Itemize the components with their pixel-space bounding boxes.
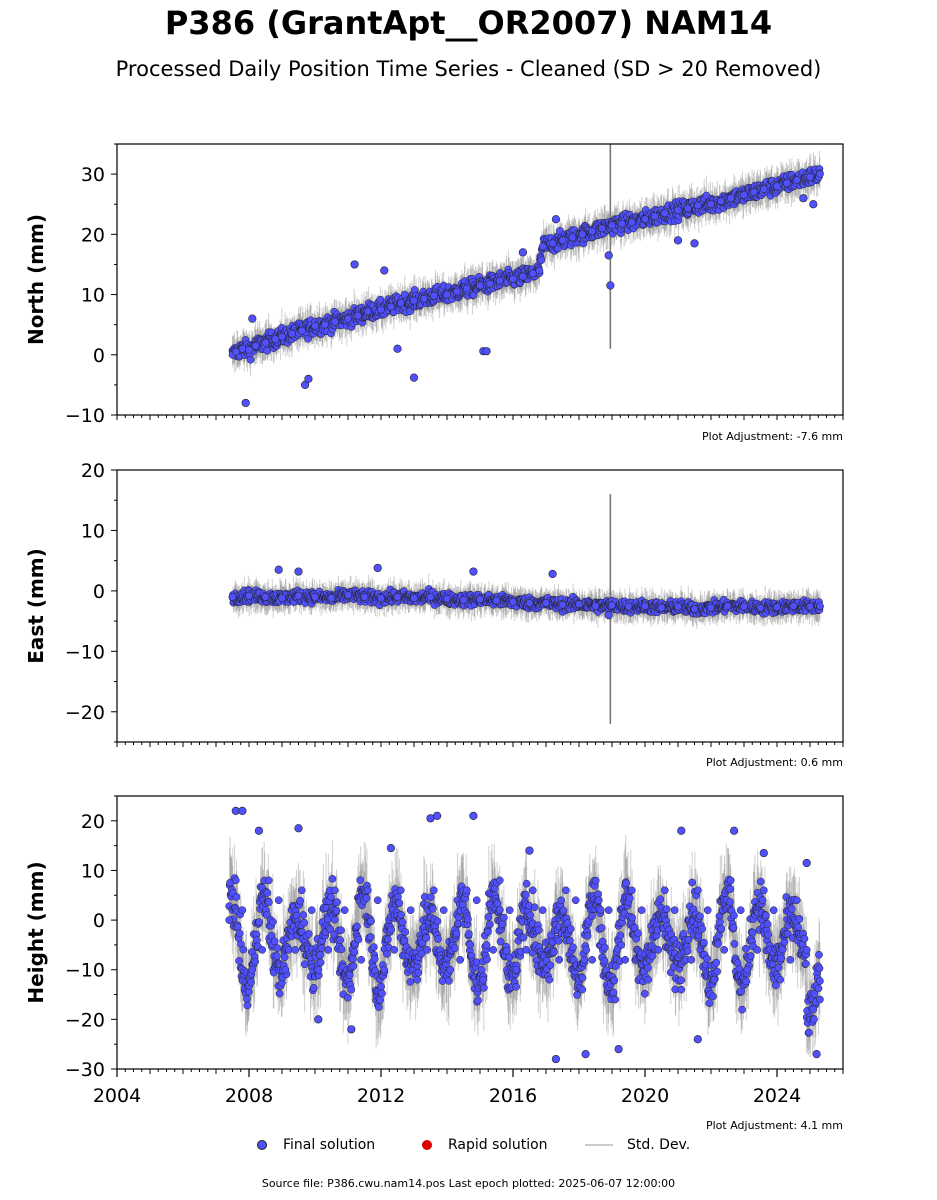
data-point (759, 185, 768, 194)
data-point (278, 332, 286, 341)
outlier-point (799, 194, 808, 203)
data-point (684, 204, 692, 213)
data-point (740, 191, 748, 200)
data-point (641, 215, 649, 224)
outlier-point (673, 236, 683, 245)
outlier-point (604, 251, 613, 260)
data-point (238, 344, 247, 353)
data-point (535, 266, 544, 275)
data-point (509, 275, 517, 283)
data-point (261, 338, 270, 347)
data-point (750, 188, 758, 197)
data-point (816, 170, 824, 178)
outlier-point (482, 347, 491, 356)
data-point (792, 176, 801, 184)
std-dev-layer (232, 144, 821, 377)
data-point (651, 212, 659, 221)
data-point (627, 218, 636, 227)
data-point (783, 179, 791, 187)
data-point (538, 242, 547, 251)
outlier-point (551, 215, 561, 224)
data-point (429, 291, 438, 300)
data-point (354, 311, 362, 320)
panel-north: −10 0 10 20 30 North (mm) Plot Adjustment: -7.… (24, 143, 844, 443)
data-point (387, 302, 395, 311)
data-point (311, 322, 319, 330)
data-point (486, 279, 494, 288)
data-point (773, 182, 781, 191)
data-point (330, 317, 339, 326)
data-point (453, 287, 461, 296)
data-point (548, 239, 557, 248)
data-point (377, 305, 385, 314)
outlier-point (248, 314, 257, 323)
outlier-point (393, 344, 402, 353)
data-point (363, 307, 372, 316)
data-point (271, 335, 280, 343)
data-point (537, 256, 546, 265)
data-layer (228, 494, 824, 724)
data-point (495, 276, 504, 285)
points-layer (228, 165, 824, 408)
data-point (420, 294, 428, 303)
data-point (608, 221, 616, 230)
data-point (519, 272, 527, 281)
data-point (321, 320, 329, 329)
data-point (288, 329, 296, 338)
data-point (693, 201, 702, 210)
data-point (344, 314, 352, 323)
data-point (246, 355, 255, 364)
outlier-point (606, 281, 615, 290)
plot-adjustment-label: Plot Adjustment: -7.6 mm (702, 430, 843, 443)
outlier-point (241, 398, 250, 408)
data-point (578, 230, 587, 239)
data-point (528, 269, 537, 278)
outlier-point (690, 239, 699, 248)
data-point (588, 227, 597, 236)
y-tick-label: 30 (81, 164, 105, 186)
data-point (376, 295, 385, 304)
y-tick-label: 20 (81, 224, 105, 246)
y-tick-label: 0 (93, 345, 105, 367)
data-point (558, 236, 567, 245)
chart-subtitle: Processed Daily Position Time Series - C… (115, 57, 822, 81)
data-point (598, 224, 606, 233)
data-point (476, 281, 484, 290)
data-point (618, 219, 626, 228)
outlier-point (409, 373, 419, 382)
data-point (726, 194, 735, 203)
y-tick-label: −10 (65, 405, 105, 427)
outlier-point (380, 266, 389, 275)
outlier-point (304, 374, 313, 383)
data-point (245, 346, 253, 354)
data-layer (228, 144, 824, 408)
chart-title: P386 (GrantApt__OR2007) NAM14 (164, 4, 773, 42)
data-point (443, 290, 451, 299)
data-point (396, 299, 405, 307)
data-point (568, 233, 577, 242)
points-layer (228, 563, 824, 620)
data-point (707, 200, 715, 209)
data-point (674, 206, 682, 215)
data-point (297, 326, 306, 335)
data-point (806, 173, 814, 181)
data-point (410, 296, 418, 305)
outlier-point (350, 260, 359, 269)
outlier-point (809, 200, 818, 209)
outlier-point (518, 248, 528, 257)
data-point (660, 209, 669, 218)
data-point (231, 347, 240, 356)
data-point (251, 341, 260, 350)
data-point (717, 197, 725, 206)
y-tick-label: 10 (81, 285, 105, 307)
data-point (462, 284, 471, 293)
y-axis-label: North (mm) (24, 214, 48, 345)
